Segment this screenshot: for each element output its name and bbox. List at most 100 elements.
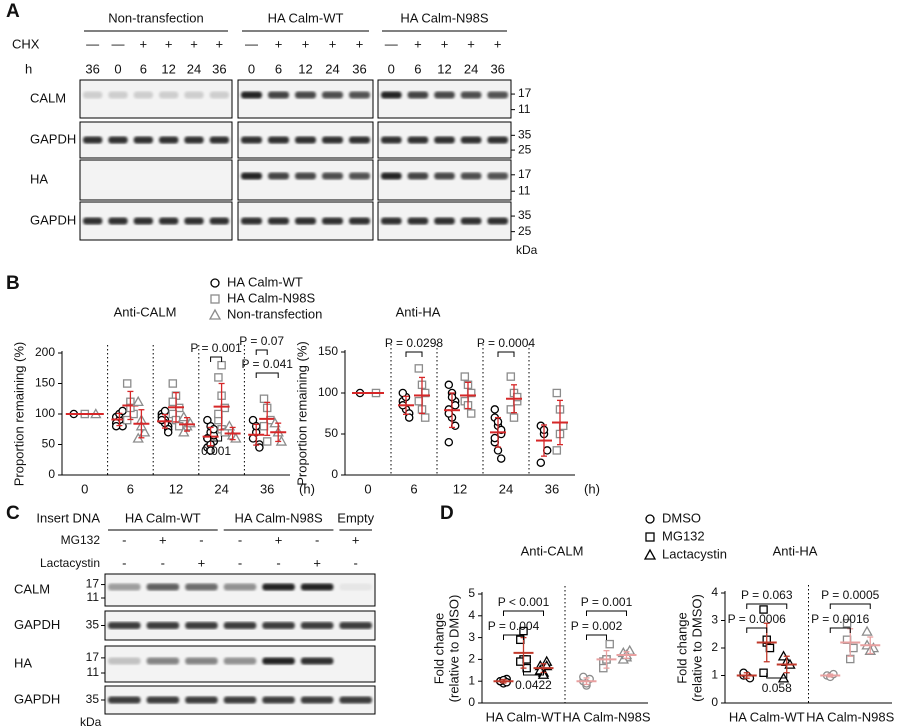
blot-box xyxy=(377,159,512,201)
x-tick-label: 0 xyxy=(364,481,371,496)
chart-title: Anti-HA xyxy=(773,543,818,558)
treatment-sign: - xyxy=(199,532,203,547)
blot-band xyxy=(460,136,482,144)
blot-band xyxy=(185,696,218,704)
marker-label: 35 xyxy=(518,208,532,222)
treatment-sign: - xyxy=(161,555,165,570)
group-label: HA Calm-WT xyxy=(268,10,344,25)
blot-band xyxy=(223,583,257,591)
bracket xyxy=(255,372,279,378)
row-header: MG132 xyxy=(61,533,101,547)
blot-band xyxy=(262,622,295,629)
y-axis-label: (relative to DMSO) xyxy=(689,594,704,702)
bracket xyxy=(523,670,544,676)
blot-band xyxy=(133,136,153,144)
marker-label: 11 xyxy=(518,183,531,197)
y-axis-label: Fold change xyxy=(431,613,446,685)
blot-band xyxy=(146,622,180,629)
treatment-sign: - xyxy=(122,555,126,570)
p-value: 0.001 xyxy=(201,444,231,458)
blot-band xyxy=(83,217,103,225)
chx-sign: + xyxy=(467,36,475,51)
y-tick-label: 1 xyxy=(468,673,475,687)
x-axis-label: (h) xyxy=(299,481,315,496)
chx-sign: + xyxy=(140,36,148,51)
blot-band xyxy=(407,136,429,144)
blot-box xyxy=(79,121,233,159)
blot-band xyxy=(185,657,218,665)
blot-band xyxy=(407,172,429,180)
marker-label: 11 xyxy=(87,590,100,604)
x-tick-label: HA Calm-N98S xyxy=(806,709,894,724)
blot-band xyxy=(185,583,218,591)
point xyxy=(759,605,768,614)
blot-band xyxy=(223,696,257,704)
treatment-sign: + xyxy=(198,555,206,570)
blot-band xyxy=(381,217,402,225)
chx-sign: + xyxy=(356,36,364,51)
blot-band xyxy=(434,217,455,225)
marker-unit: kDa xyxy=(80,715,102,728)
point xyxy=(542,446,552,455)
x-tick-label: HA Calm-N98S xyxy=(562,709,650,724)
marker-label: 17 xyxy=(86,577,100,591)
panel-label: A xyxy=(6,1,20,22)
blot-band xyxy=(185,622,218,629)
row-header: h xyxy=(25,61,32,76)
group-label: Empty xyxy=(337,510,374,525)
blot-band xyxy=(241,91,262,99)
row-header: CHX xyxy=(12,36,40,51)
blot-band xyxy=(322,172,343,180)
blot-band xyxy=(223,657,257,665)
blot-band xyxy=(108,136,128,144)
y-tick-label: 0 xyxy=(711,695,718,709)
bracket xyxy=(503,634,524,640)
hour-label: 0 xyxy=(114,61,121,76)
x-tick-label: 0 xyxy=(81,481,88,496)
blot-band xyxy=(349,217,370,225)
x-axis-label: (h) xyxy=(584,481,600,496)
point xyxy=(849,643,858,653)
chx-sign: — xyxy=(245,36,258,51)
treatment-sign: - xyxy=(238,532,242,547)
point xyxy=(259,421,269,431)
point xyxy=(536,458,546,467)
hour-label: 6 xyxy=(414,61,421,76)
blot-band xyxy=(108,622,141,629)
blot-band xyxy=(349,136,370,144)
panel-label: C xyxy=(6,503,20,524)
y-tick-label: 100 xyxy=(35,406,55,420)
blot-band xyxy=(460,217,482,225)
point xyxy=(509,413,519,422)
group-label: HA Calm-N98S xyxy=(400,10,488,25)
bracket xyxy=(766,673,788,679)
y-tick-label: 2 xyxy=(468,652,475,666)
y-axis-label: Proportion remaining (%) xyxy=(11,342,26,487)
treatment-sign: - xyxy=(122,532,126,547)
x-tick-label: 36 xyxy=(545,481,559,496)
point xyxy=(506,372,516,381)
blot-band xyxy=(295,217,316,225)
y-tick-label: 5 xyxy=(468,586,475,600)
panel-label: D xyxy=(440,503,454,524)
hour-label: 36 xyxy=(85,61,99,76)
blot-band xyxy=(146,583,180,591)
point xyxy=(605,639,614,649)
blot-band xyxy=(295,91,316,99)
bracket xyxy=(503,610,544,616)
y-tick-label: 200 xyxy=(35,345,55,359)
marker-unit: kDa xyxy=(516,243,538,257)
point xyxy=(132,395,144,407)
blot-band xyxy=(349,91,370,99)
point xyxy=(444,437,454,447)
x-tick-label: 6 xyxy=(127,481,134,496)
blot-band xyxy=(407,217,429,225)
row-label: GAPDH xyxy=(30,131,76,146)
y-tick-label: 2 xyxy=(711,640,718,654)
row-label: GAPDH xyxy=(30,212,76,227)
blot-band xyxy=(241,136,262,144)
y-tick-label: 0 xyxy=(48,467,55,481)
x-tick-label: 24 xyxy=(214,481,228,496)
y-axis-label: (relative to DMSO) xyxy=(446,595,461,703)
point xyxy=(490,405,500,414)
